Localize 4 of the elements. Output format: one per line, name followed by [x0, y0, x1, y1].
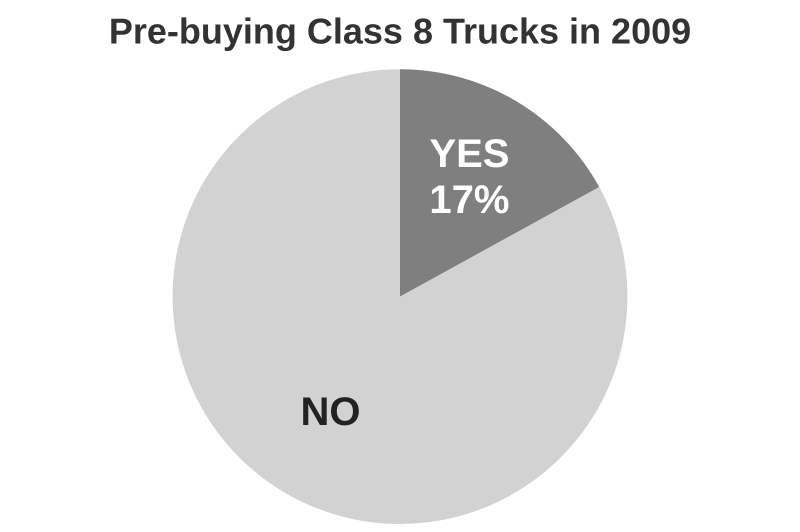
slice-label: NO: [300, 390, 361, 434]
data-label: 17%: [429, 178, 510, 222]
slice-label: YES: [429, 132, 510, 176]
chart-title: Pre-buying Class 8 Trucks in 2009: [108, 10, 692, 52]
